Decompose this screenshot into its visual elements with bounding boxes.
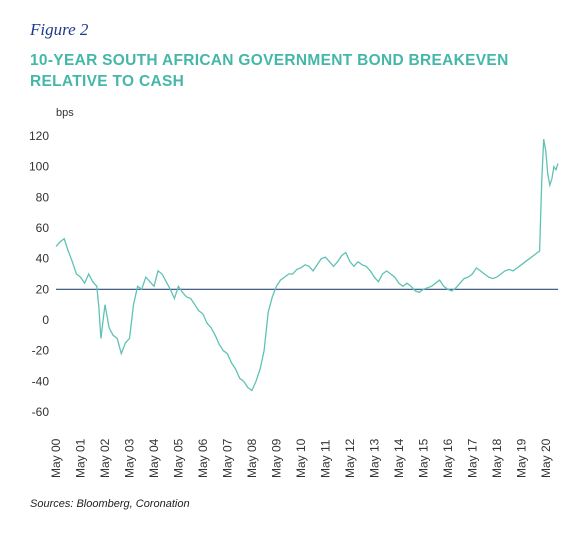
x-tick-label: May 04 (147, 438, 161, 478)
series-line (55, 138, 559, 392)
x-tick-label: May 16 (441, 438, 455, 478)
y-tick-label: 80 (36, 190, 50, 204)
x-tick-label: May 03 (122, 438, 136, 478)
y-tick-label: -40 (32, 374, 50, 388)
x-tick-label: May 20 (539, 438, 553, 478)
y-tick-label: -60 (32, 405, 50, 419)
x-tick-label: May 15 (416, 438, 430, 478)
y-axis: 120 100 80 60 40 20 0 -20 -40 -60 (29, 129, 49, 419)
x-tick-label: May 18 (490, 438, 504, 478)
x-tick-label: May 11 (318, 439, 332, 478)
x-tick-label: May 14 (392, 438, 406, 478)
x-tick-label: May 13 (367, 438, 381, 478)
y-tick-label: 0 (42, 313, 49, 327)
chart-title: 10-YEAR SOUTH AFRICAN GOVERNMENT BOND BR… (30, 52, 509, 90)
y-tick-label: -20 (32, 344, 50, 358)
x-tick-label: May 17 (465, 438, 479, 478)
x-axis: May 00 May 01 May 02 May 03 May 04 May 05 May … (49, 438, 553, 478)
x-tick-label: May 02 (98, 438, 112, 478)
x-tick-label: May 08 (245, 438, 259, 478)
y-tick-label: 40 (36, 252, 50, 266)
x-tick-label: May 01 (73, 438, 87, 478)
x-tick-label: May 19 (514, 438, 528, 478)
source-note: Sources: Bloomberg, Coronation (30, 498, 190, 510)
y-tick-label: 100 (29, 160, 49, 174)
x-tick-label: May 09 (269, 438, 283, 478)
x-tick-label: May 07 (220, 438, 234, 478)
x-tick-label: May 00 (49, 438, 63, 478)
x-tick-label: May 05 (171, 438, 185, 478)
y-tick-label: 20 (36, 282, 50, 296)
figure-label: Figure 2 (30, 20, 89, 39)
x-tick-label: May 06 (196, 438, 210, 478)
x-tick-label: May 12 (343, 438, 357, 478)
y-tick-label: 60 (36, 221, 50, 235)
y-tick-label: 120 (29, 129, 49, 143)
y-unit-label: bps (56, 107, 74, 119)
x-tick-label: May 10 (294, 438, 308, 478)
